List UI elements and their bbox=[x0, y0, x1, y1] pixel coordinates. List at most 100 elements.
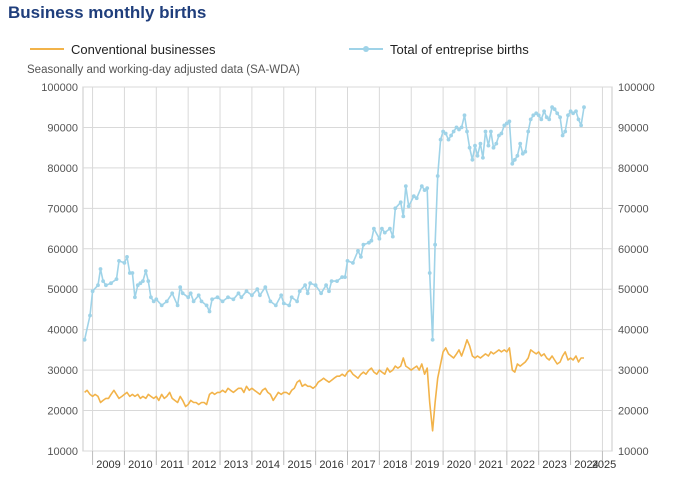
data-point bbox=[483, 129, 488, 134]
data-point bbox=[443, 131, 448, 136]
data-point bbox=[327, 289, 331, 294]
data-point bbox=[457, 127, 461, 132]
data-point bbox=[188, 291, 193, 296]
y-tick-label-right: 10000 bbox=[618, 446, 649, 458]
data-point bbox=[459, 125, 464, 130]
data-point bbox=[138, 281, 143, 286]
legend-label: Conventional businesses bbox=[71, 41, 216, 57]
data-point bbox=[226, 295, 230, 300]
legend-total-entreprise-births[interactable]: Total of entreprise births bbox=[349, 41, 529, 57]
y-tick-label-left: 70000 bbox=[47, 203, 78, 215]
data-point bbox=[419, 184, 424, 189]
data-point bbox=[467, 145, 472, 150]
y-tick-label-left: 30000 bbox=[47, 365, 78, 377]
data-point bbox=[125, 255, 129, 259]
data-point bbox=[98, 267, 103, 271]
data-point bbox=[571, 111, 575, 116]
data-point bbox=[446, 137, 451, 142]
data-point bbox=[433, 242, 437, 247]
data-point bbox=[523, 149, 528, 154]
data-point bbox=[268, 299, 273, 304]
data-point bbox=[475, 153, 480, 158]
x-tick-label: 2020 bbox=[447, 459, 471, 471]
data-point bbox=[231, 297, 236, 302]
data-point bbox=[372, 226, 376, 231]
data-point bbox=[164, 299, 169, 304]
y-tick-label-left: 50000 bbox=[47, 284, 78, 296]
data-point bbox=[576, 117, 581, 122]
data-point bbox=[398, 200, 403, 205]
data-point bbox=[186, 295, 191, 300]
data-point bbox=[210, 297, 215, 302]
data-point bbox=[427, 271, 432, 275]
data-point bbox=[122, 261, 127, 265]
data-point bbox=[263, 285, 268, 290]
data-point bbox=[287, 303, 292, 308]
data-point bbox=[414, 196, 419, 201]
legend-line-icon bbox=[30, 48, 64, 50]
data-point bbox=[403, 184, 408, 189]
data-point bbox=[88, 313, 92, 318]
y-tick-label-right: 80000 bbox=[618, 163, 649, 175]
legend-conventional-businesses[interactable]: Conventional businesses bbox=[30, 41, 216, 57]
data-point bbox=[90, 289, 95, 294]
data-point bbox=[308, 281, 313, 286]
data-point bbox=[351, 261, 355, 265]
y-tick-label-left: 100000 bbox=[41, 82, 78, 94]
x-tick-label: 2024 bbox=[574, 459, 598, 471]
data-point bbox=[454, 125, 459, 130]
data-point bbox=[359, 255, 363, 259]
data-point bbox=[133, 295, 137, 300]
x-tick-label: 2017 bbox=[351, 459, 375, 471]
data-point bbox=[239, 295, 244, 300]
data-point bbox=[518, 141, 523, 146]
data-point bbox=[547, 117, 552, 122]
data-point bbox=[143, 269, 148, 273]
y-tick-label-right: 30000 bbox=[618, 365, 649, 377]
data-point bbox=[236, 291, 241, 296]
data-point bbox=[566, 113, 570, 118]
data-point bbox=[542, 109, 546, 114]
x-tick-label: 2018 bbox=[383, 459, 407, 471]
data-point bbox=[104, 283, 108, 288]
data-point bbox=[335, 279, 339, 283]
data-point bbox=[319, 291, 323, 296]
y-tick-label-left: 80000 bbox=[47, 163, 78, 175]
data-point bbox=[558, 115, 562, 120]
data-point bbox=[279, 293, 284, 298]
series-line-conventional-businesses bbox=[84, 338, 584, 432]
data-point bbox=[273, 303, 278, 308]
data-point bbox=[170, 291, 175, 296]
x-tick-label: 2016 bbox=[319, 459, 343, 471]
data-point bbox=[552, 107, 557, 112]
data-point bbox=[127, 271, 132, 275]
data-point bbox=[149, 295, 153, 300]
x-tick-label: 2019 bbox=[415, 459, 439, 471]
data-point bbox=[481, 155, 485, 160]
data-point bbox=[191, 299, 196, 304]
x-tick-label: 2021 bbox=[479, 459, 503, 471]
data-point bbox=[494, 141, 499, 146]
data-point bbox=[470, 157, 475, 162]
data-point bbox=[135, 283, 140, 288]
data-point bbox=[382, 230, 387, 235]
y-tick-label-left: 90000 bbox=[47, 122, 78, 134]
data-point bbox=[512, 157, 517, 162]
data-point bbox=[305, 291, 310, 296]
series-line-total-entreprise-births bbox=[83, 106, 585, 341]
data-point bbox=[510, 161, 515, 166]
data-point bbox=[526, 129, 531, 134]
x-tick-label: 2012 bbox=[192, 459, 216, 471]
y-tick-label-left: 60000 bbox=[47, 244, 78, 256]
data-point bbox=[574, 109, 578, 114]
data-point bbox=[451, 129, 456, 134]
data-point bbox=[425, 186, 430, 191]
data-point bbox=[109, 281, 113, 286]
data-point bbox=[582, 105, 586, 110]
data-point bbox=[491, 145, 496, 150]
chart-title: Business monthly births bbox=[8, 3, 207, 22]
data-point bbox=[340, 275, 344, 279]
data-point bbox=[258, 293, 262, 298]
data-point bbox=[528, 117, 533, 122]
y-tick-label-right: 60000 bbox=[618, 244, 649, 256]
